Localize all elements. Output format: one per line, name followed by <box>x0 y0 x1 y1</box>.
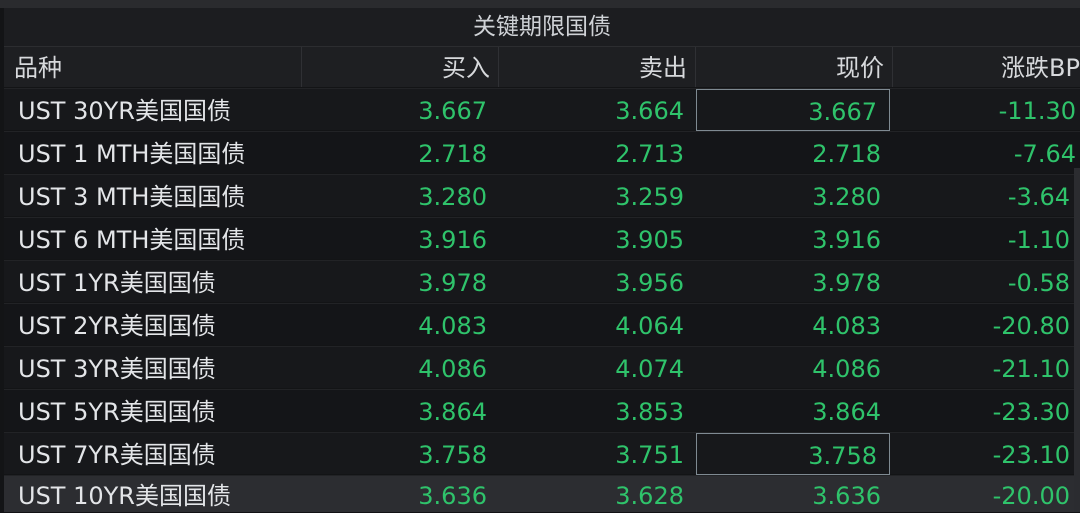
last-value: 3.916 <box>812 226 881 254</box>
table-row[interactable]: UST 1YR美国国债 3.978 3.956 3.978 -0.58 <box>4 260 1080 302</box>
change-bp-value: -20.00 <box>992 482 1070 510</box>
last-value: 3.864 <box>812 398 881 426</box>
column-header-ask[interactable]: 卖出 <box>499 47 696 87</box>
bond-name: UST 1YR美国国债 <box>18 269 216 297</box>
ask-value: 2.713 <box>615 140 684 168</box>
ask-value: 3.905 <box>615 226 684 254</box>
table-header: 品种 买入 卖出 现价 涨跌BP <box>4 47 1080 87</box>
bid-value: 4.086 <box>418 355 487 383</box>
change-bp-value: -21.10 <box>992 355 1070 383</box>
change-bp-value: -7.64 <box>1013 140 1076 168</box>
table-row[interactable]: UST 5YR美国国债 3.864 3.853 3.864 -23.30 <box>4 389 1080 431</box>
bid-value: 3.667 <box>418 97 487 125</box>
change-bp-value: -1.10 <box>1007 226 1070 254</box>
bid-value: 3.978 <box>418 269 487 297</box>
last-value: 2.718 <box>812 140 881 168</box>
column-header-name[interactable]: 品种 <box>4 47 302 87</box>
change-bp-value: -20.80 <box>992 312 1070 340</box>
window-top-bar <box>0 0 1080 8</box>
bond-name: UST 30YR美国国债 <box>18 97 231 125</box>
last-value: 4.083 <box>812 312 881 340</box>
bond-name: UST 7YR美国国债 <box>18 441 216 469</box>
last-value: 3.758 <box>696 433 890 475</box>
change-bp-value: -0.58 <box>1007 269 1070 297</box>
change-bp-value: -23.30 <box>992 398 1070 426</box>
table-row[interactable]: UST 7YR美国国债 3.758 3.751 3.758 -23.10 <box>4 432 1080 475</box>
bond-name: UST 6 MTH美国国债 <box>18 226 246 254</box>
ask-value: 4.064 <box>615 312 684 340</box>
bid-value: 3.280 <box>418 183 487 211</box>
change-bp-value: -11.30 <box>998 97 1076 125</box>
bond-name: UST 3YR美国国债 <box>18 355 216 383</box>
bond-name: UST 10YR美国国债 <box>18 482 231 510</box>
table-row[interactable]: UST 3YR美国国债 4.086 4.074 4.086 -21.10 <box>4 346 1080 388</box>
last-value: 3.636 <box>812 482 881 510</box>
last-value: 3.978 <box>812 269 881 297</box>
last-value: 3.280 <box>812 183 881 211</box>
last-value: 3.667 <box>696 89 890 131</box>
table-row[interactable]: UST 30YR美国国债 3.667 3.664 3.667 -11.30 <box>4 88 1080 131</box>
last-value: 4.086 <box>812 355 881 383</box>
bid-value: 3.758 <box>418 441 487 469</box>
ask-value: 3.664 <box>615 97 684 125</box>
bid-value: 3.636 <box>418 482 487 510</box>
bid-value: 2.718 <box>418 140 487 168</box>
table-row[interactable]: UST 6 MTH美国国债 3.916 3.905 3.916 -1.10 <box>4 217 1080 259</box>
bid-value: 3.916 <box>418 226 487 254</box>
panel-title: 关键期限国债 <box>4 8 1080 47</box>
vertical-scrollbar[interactable] <box>1074 168 1080 512</box>
ask-value: 3.751 <box>615 441 684 469</box>
table-row[interactable]: UST 10YR美国国债 3.636 3.628 3.636 -20.00 <box>4 475 1080 512</box>
bond-name: UST 5YR美国国债 <box>18 398 216 426</box>
table-row[interactable]: UST 2YR美国国债 4.083 4.064 4.083 -20.80 <box>4 303 1080 345</box>
bond-name: UST 3 MTH美国国债 <box>18 183 246 211</box>
column-header-bid[interactable]: 买入 <box>302 47 499 87</box>
ask-value: 4.074 <box>615 355 684 383</box>
ask-value: 3.259 <box>615 183 684 211</box>
table-row[interactable]: UST 3 MTH美国国债 3.280 3.259 3.280 -3.64 <box>4 174 1080 216</box>
change-bp-value: -23.10 <box>992 441 1070 469</box>
column-header-last[interactable]: 现价 <box>696 47 893 87</box>
bond-name: UST 1 MTH美国国债 <box>18 140 246 168</box>
ask-value: 3.853 <box>615 398 684 426</box>
bid-value: 4.083 <box>418 312 487 340</box>
ask-value: 3.628 <box>615 482 684 510</box>
column-header-change-bp[interactable]: 涨跌BP <box>1001 54 1080 82</box>
bid-value: 3.864 <box>418 398 487 426</box>
change-bp-value: -3.64 <box>1007 183 1070 211</box>
table-row[interactable]: UST 1 MTH美国国债 2.718 2.713 2.718 -7.64 <box>4 131 1080 173</box>
bond-name: UST 2YR美国国债 <box>18 312 216 340</box>
ask-value: 3.956 <box>615 269 684 297</box>
